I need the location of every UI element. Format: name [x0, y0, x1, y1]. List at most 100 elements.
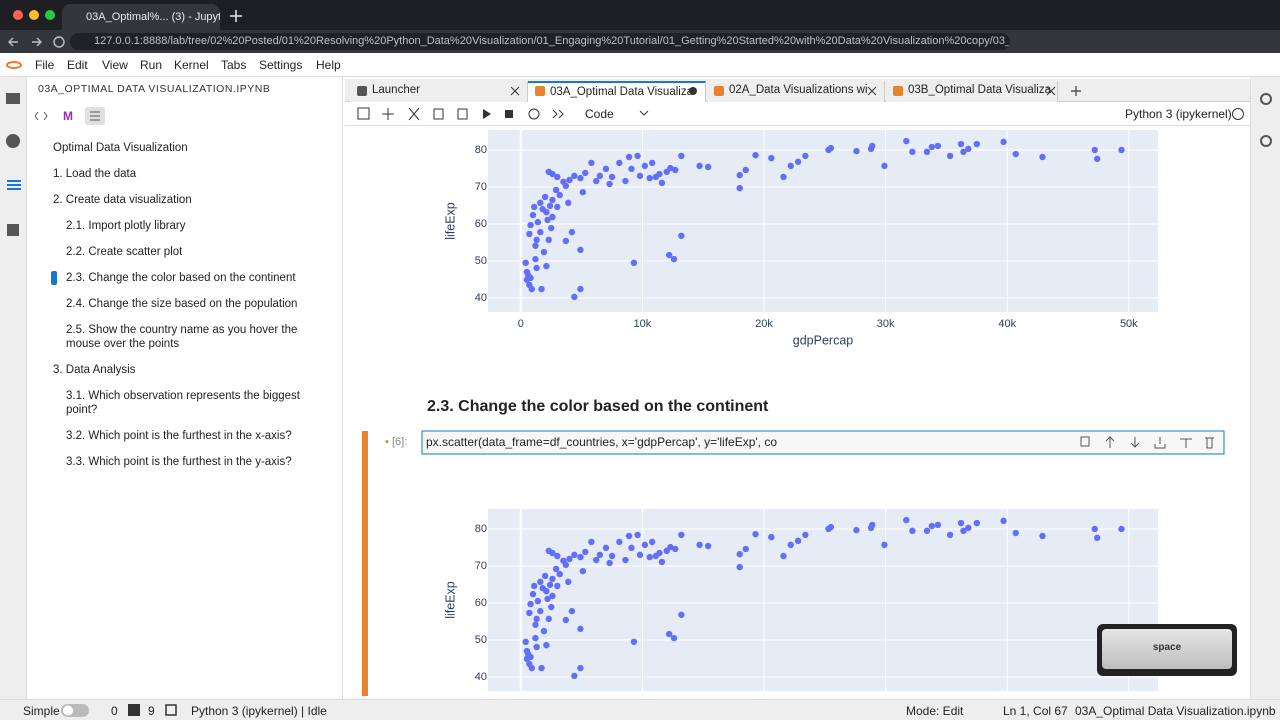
scatter-point[interactable]: [1000, 517, 1007, 525]
scatter-point[interactable]: [946, 531, 954, 539]
simple-toggle[interactable]: [61, 704, 91, 718]
scatter-point[interactable]: [869, 142, 876, 150]
scatter-point[interactable]: [973, 140, 981, 148]
scatter-point[interactable]: [794, 537, 802, 545]
nav-icons[interactable]: [8, 35, 66, 49]
scatter-point[interactable]: [1000, 138, 1007, 146]
scatter-point[interactable]: [577, 174, 584, 182]
scatter-point[interactable]: [1091, 146, 1098, 154]
scatter-point[interactable]: [616, 538, 623, 546]
scatter-point[interactable]: [928, 143, 936, 151]
scatter-point[interactable]: [571, 551, 578, 559]
scatter-point[interactable]: [529, 211, 537, 219]
toc-item[interactable]: 2.1. Import plotly library: [66, 220, 186, 232]
scatter-point[interactable]: [667, 543, 674, 551]
scatter-point[interactable]: [577, 285, 584, 293]
scatter-point[interactable]: [853, 147, 860, 155]
scatter-point[interactable]: [554, 203, 561, 211]
scatter-point[interactable]: [588, 159, 595, 167]
scatter-point[interactable]: [696, 162, 703, 170]
scatter-point[interactable]: [533, 264, 540, 272]
scatter-point[interactable]: [606, 559, 613, 567]
scatter-point[interactable]: [1094, 155, 1101, 163]
url-bar[interactable]: 127.0.0.1:8888/lab/tree/02%20Posted/01%2…: [70, 33, 1010, 50]
scatter-point[interactable]: [827, 523, 835, 531]
scatter-point[interactable]: [957, 140, 965, 148]
scatter-point[interactable]: [946, 152, 954, 160]
toc-item[interactable]: 2.5. Show the country name as you hover …: [66, 324, 298, 350]
scatter-point[interactable]: [554, 582, 561, 590]
scatter-point[interactable]: [869, 521, 876, 529]
scatter-point[interactable]: [562, 616, 570, 624]
menu-item[interactable]: Run: [140, 58, 163, 72]
scatter-point[interactable]: [571, 672, 578, 680]
scatter-point[interactable]: [752, 151, 759, 159]
scatter-point[interactable]: [1094, 534, 1101, 542]
scatter-point[interactable]: [571, 293, 578, 301]
menu-item[interactable]: Settings: [259, 58, 303, 72]
scatter-point[interactable]: [934, 142, 942, 150]
scatter-point[interactable]: [903, 137, 910, 145]
scatter-point[interactable]: [527, 600, 534, 608]
kernel-name[interactable]: Python 3 (ipykernel): [1125, 107, 1232, 121]
scatter-point[interactable]: [556, 570, 563, 578]
scatter-point[interactable]: [780, 552, 787, 560]
menu-item[interactable]: File: [35, 58, 55, 72]
scatter-point[interactable]: [667, 164, 674, 172]
scatter-point[interactable]: [562, 182, 570, 190]
scatter-point[interactable]: [736, 563, 743, 571]
scatter-point[interactable]: [532, 255, 539, 263]
scatter-point[interactable]: [582, 548, 589, 556]
scatter-point[interactable]: [665, 630, 673, 638]
scatter-point[interactable]: [780, 173, 787, 181]
scatter-point[interactable]: [566, 555, 573, 563]
scatter-point[interactable]: [579, 188, 587, 196]
scatter-point[interactable]: [957, 519, 965, 527]
toc-toolbar[interactable]: M: [35, 107, 135, 125]
scatter-point[interactable]: [543, 641, 550, 649]
scatter-point[interactable]: [577, 664, 584, 672]
scatter-point[interactable]: [672, 166, 679, 174]
scatter-point[interactable]: [588, 538, 595, 546]
scatter-point[interactable]: [528, 664, 535, 672]
scatter-point[interactable]: [582, 169, 589, 177]
scatter-point[interactable]: [596, 172, 604, 180]
scatter-point[interactable]: [736, 184, 743, 192]
scatter-point[interactable]: [656, 549, 663, 557]
scatter-point[interactable]: [548, 224, 555, 232]
scatter-point[interactable]: [742, 166, 749, 174]
scatter-point[interactable]: [646, 553, 653, 561]
scatter-point[interactable]: [552, 565, 560, 573]
scatter-point[interactable]: [678, 232, 685, 239]
scatter-point[interactable]: [802, 152, 809, 160]
scatter-point[interactable]: [602, 165, 610, 173]
scatter-point[interactable]: [1118, 525, 1125, 533]
scatter-point[interactable]: [656, 170, 663, 178]
scatter-point[interactable]: [678, 152, 685, 160]
scatter-point[interactable]: [622, 177, 629, 185]
scatter-point[interactable]: [608, 552, 616, 560]
scatter-point[interactable]: [678, 531, 685, 539]
scatter-point[interactable]: [533, 643, 540, 651]
scatter-point[interactable]: [545, 236, 552, 244]
scatter-point[interactable]: [658, 179, 666, 187]
scatter-point[interactable]: [909, 148, 916, 156]
scatter-point[interactable]: [658, 558, 666, 566]
scatter-point[interactable]: [577, 553, 584, 561]
toc-item[interactable]: 2.3. Change the color based on the conti…: [51, 265, 326, 291]
scatter-point[interactable]: [540, 248, 548, 256]
scatter-point[interactable]: [549, 549, 556, 557]
code-text[interactable]: px.scatter(data_frame=df_countries, x='g…: [426, 435, 777, 449]
new-tab-icon[interactable]: [229, 9, 243, 23]
tab-close[interactable]: [867, 86, 877, 96]
cell-actions[interactable]: [1080, 436, 1214, 449]
scatter-point[interactable]: [528, 285, 535, 293]
scatter-point[interactable]: [548, 603, 555, 611]
toc-item[interactable]: 3. Data Analysis: [53, 364, 136, 376]
scatter-point[interactable]: [973, 519, 981, 527]
scatter-point[interactable]: [1012, 150, 1019, 158]
scatter-point[interactable]: [965, 145, 972, 153]
scatter-point[interactable]: [522, 259, 529, 267]
scatter-point[interactable]: [596, 551, 604, 559]
scatter-point[interactable]: [526, 609, 533, 617]
